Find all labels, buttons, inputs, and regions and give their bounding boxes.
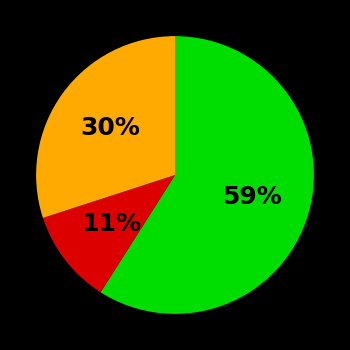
Wedge shape — [36, 36, 175, 218]
Text: 30%: 30% — [80, 116, 140, 140]
Wedge shape — [43, 175, 175, 292]
Text: 11%: 11% — [81, 212, 141, 236]
Wedge shape — [100, 36, 314, 314]
Text: 59%: 59% — [223, 186, 282, 209]
